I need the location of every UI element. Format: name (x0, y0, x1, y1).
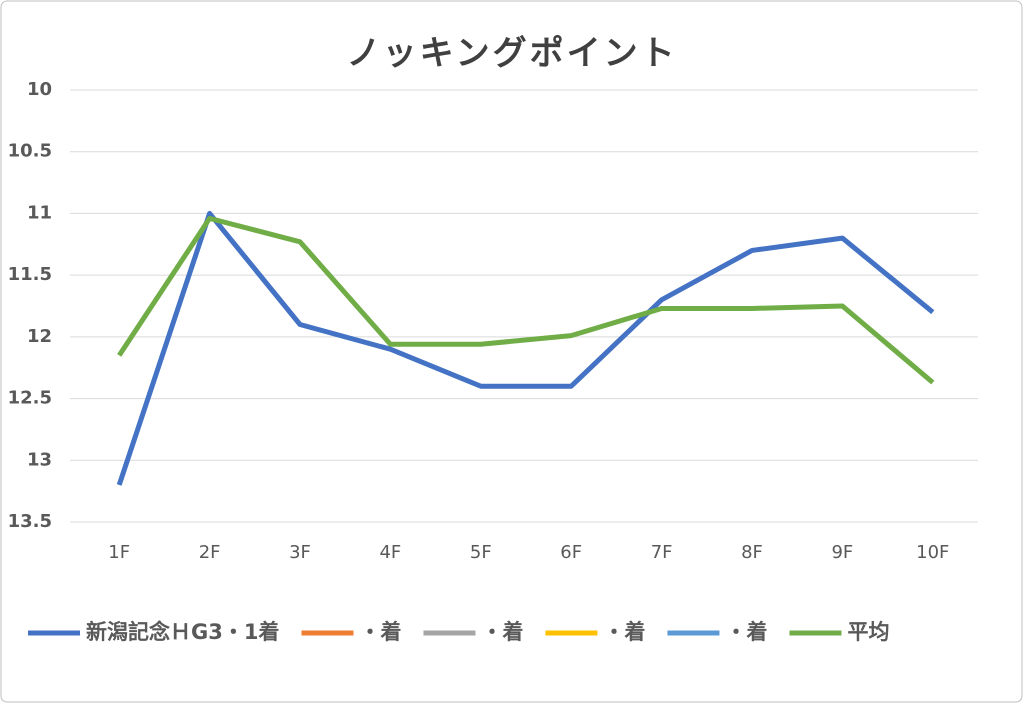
x-tick-label: 8F (741, 542, 763, 563)
x-tick-label: 7F (651, 542, 673, 563)
y-tick-label: 12.5 (8, 388, 52, 409)
y-tick-label: 10 (27, 79, 52, 100)
legend-label: ・着 (725, 620, 767, 644)
x-tick-label: 5F (470, 542, 492, 563)
legend-label: 平均 (847, 620, 889, 644)
x-tick-label: 9F (831, 542, 853, 563)
x-tick-label: 10F (916, 542, 949, 563)
x-tick-label: 2F (199, 542, 221, 563)
x-tick-label: 3F (289, 542, 311, 563)
legend-label: ・着 (603, 620, 645, 644)
y-tick-label: 13.5 (8, 511, 52, 532)
legend-label: ・着 (359, 620, 401, 644)
series-line (117, 215, 935, 385)
y-tick-label: 13 (27, 449, 52, 470)
series-line (116, 210, 935, 486)
y-tick-label: 12 (27, 326, 52, 347)
x-tick-label: 1F (108, 542, 130, 563)
y-tick-label: 11 (27, 202, 52, 223)
x-tick-label: 6F (560, 542, 582, 563)
legend-label: 新潟記念ＨG3・1着 (86, 620, 279, 644)
chart-title: ノッキングポイント (346, 34, 677, 74)
x-tick-label: 4F (379, 542, 401, 563)
y-tick-label: 11.5 (8, 264, 52, 285)
y-tick-label: 10.5 (8, 141, 52, 162)
legend-label: ・着 (481, 620, 523, 644)
